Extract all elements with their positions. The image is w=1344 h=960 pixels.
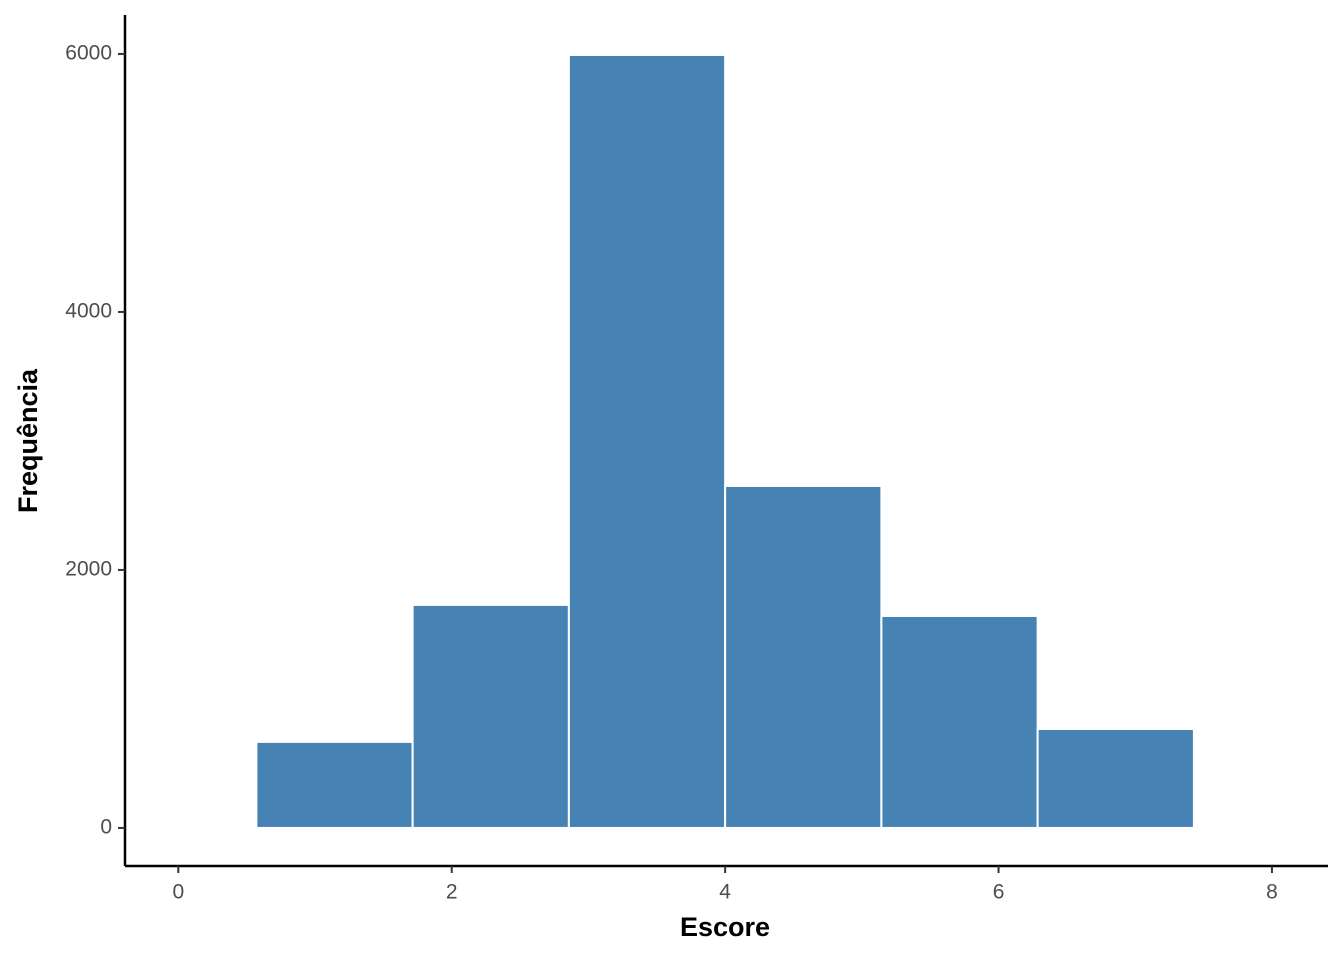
y-axis-title: Frequência: [13, 368, 43, 513]
y-tick-label: 4000: [65, 300, 112, 323]
x-tick-label: 2: [446, 881, 458, 904]
x-tick-label: 6: [993, 881, 1005, 904]
x-tick-label: 8: [1266, 881, 1278, 904]
histogram-bar: [255, 740, 414, 829]
histogram-bar: [880, 615, 1039, 829]
y-tick-label: 2000: [65, 557, 112, 580]
x-tick-label: 0: [172, 881, 184, 904]
y-tick-label: 6000: [65, 42, 112, 65]
histogram-bar: [724, 484, 883, 829]
histogram-bar: [411, 603, 570, 829]
x-tick-label: 4: [719, 881, 731, 904]
x-axis-title: Escore: [680, 912, 770, 942]
y-tick-label: 0: [100, 815, 112, 838]
histogram-bar: [1036, 728, 1195, 829]
histogram-bar: [567, 53, 727, 829]
